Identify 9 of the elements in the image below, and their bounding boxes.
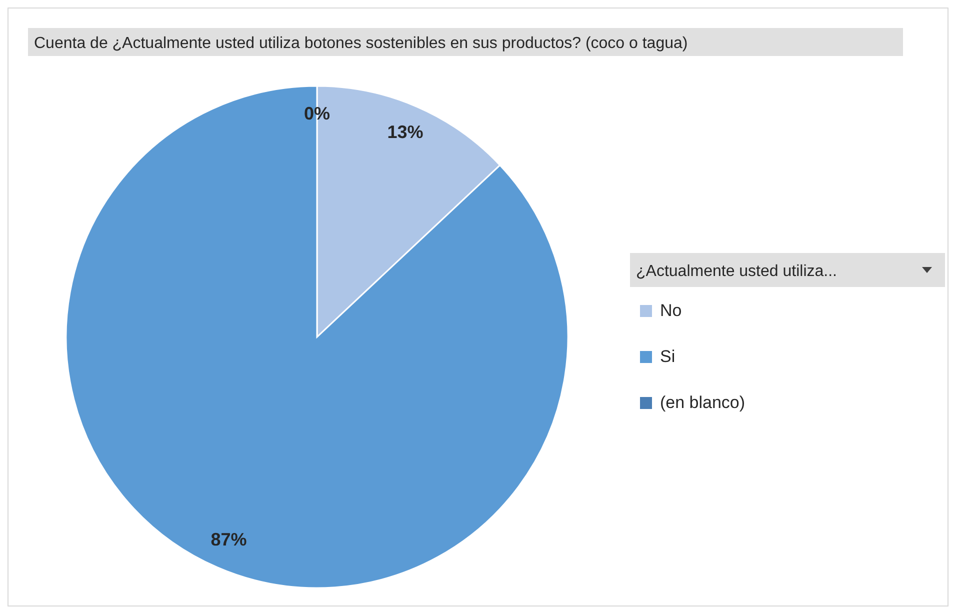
data-label: 13% [387,122,424,142]
legend-label: No [660,301,682,320]
legend-label: Si [660,347,676,366]
chart-title: Cuenta de ¿Actualmente usted utiliza botones sostenibles en sus productos? (coco o tagua) [34,35,688,52]
legend-label: (en blanco) [660,393,746,412]
pie-slice [66,85,569,589]
text: 0% [304,104,330,124]
data-label: 87% [210,530,247,550]
legend-title: ¿Actualmente usted utiliza... [636,263,837,280]
